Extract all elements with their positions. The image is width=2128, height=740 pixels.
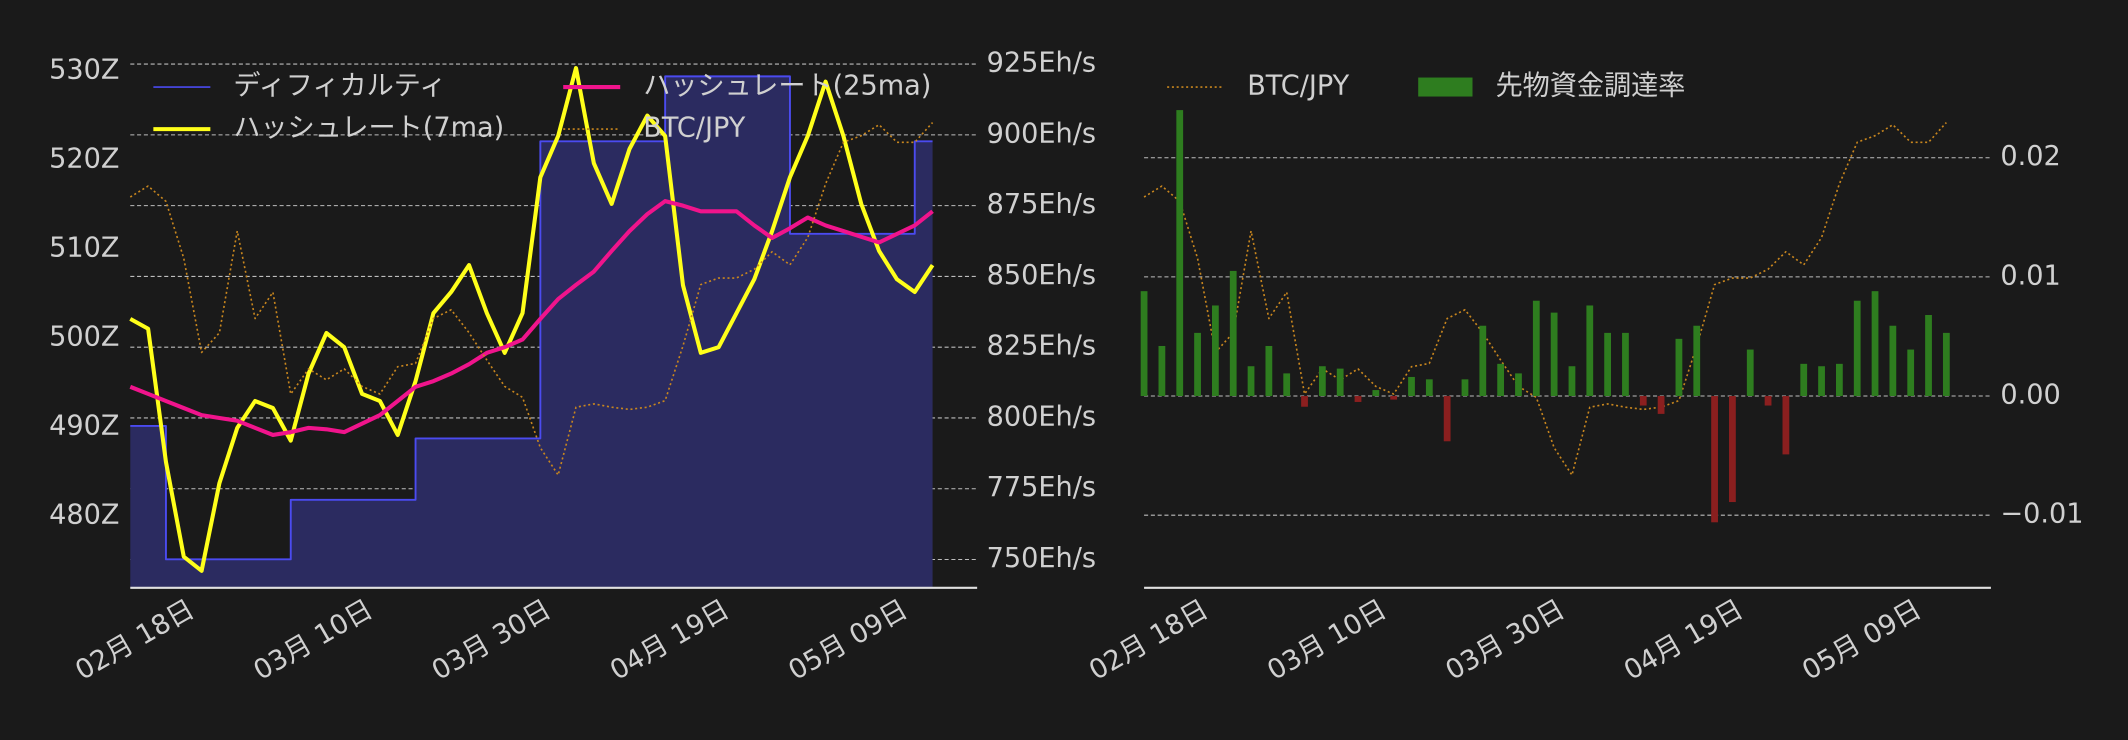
legend-label: 先物資金調達率: [1496, 71, 1686, 102]
legend-label: ハッシュレート(7ma): [233, 113, 504, 144]
y2-tick-label: 825Eh/s: [987, 331, 1096, 362]
y-tick-label: 530Z: [49, 55, 119, 86]
bar: [1425, 379, 1433, 397]
bar: [1729, 396, 1736, 503]
y-tick-label: 510Z: [49, 232, 119, 263]
bar: [1390, 396, 1398, 400]
bar: [1211, 305, 1219, 397]
bar: [1675, 338, 1683, 397]
bar: [1693, 325, 1701, 397]
bar: [1318, 366, 1326, 397]
bar: [1711, 396, 1718, 523]
y-tick-label: −0.01: [2000, 499, 2083, 530]
bar: [1853, 300, 1861, 397]
bar: [1479, 325, 1487, 397]
line: [129, 199, 934, 437]
bar: [1140, 291, 1148, 397]
y-tick-label: 0.00: [2000, 380, 2060, 411]
line: [129, 122, 934, 476]
bar: [1871, 291, 1879, 397]
bar: [1283, 373, 1291, 397]
bar: [1265, 345, 1273, 397]
plot-area: [129, 63, 978, 588]
bar: [1194, 332, 1201, 397]
bar: [1746, 349, 1754, 397]
y2-tick-label: 750Eh/s: [987, 543, 1096, 574]
y-tick-label: 0.02: [2000, 141, 2060, 172]
bar: [1889, 325, 1897, 397]
bar: [1532, 300, 1540, 397]
legend-label: ハッシュレート(25ma): [643, 71, 931, 102]
step-line: [130, 75, 933, 561]
bar: [1764, 396, 1772, 406]
bar: [1818, 366, 1825, 397]
bar: [1907, 349, 1915, 397]
y2-tick-label: 850Eh/s: [987, 260, 1096, 291]
line: [1143, 122, 1947, 476]
bar: [1176, 110, 1184, 397]
bar: [1586, 305, 1594, 397]
y2-tick-label: 800Eh/s: [987, 401, 1096, 432]
line: [129, 66, 935, 573]
bar: [1835, 363, 1843, 397]
y-tick-label: 490Z: [49, 410, 119, 441]
bar: [1461, 379, 1469, 397]
legend-label: BTC/JPY: [1247, 71, 1349, 102]
bar: [1408, 376, 1415, 397]
y-tick-label: 480Z: [49, 499, 119, 530]
bar: [1942, 332, 1950, 397]
y-tick-label: 0.01: [2000, 260, 2060, 291]
bar: [1247, 366, 1255, 397]
legend-swatch: [1418, 77, 1473, 97]
bar: [1604, 332, 1612, 397]
bar: [1158, 345, 1166, 397]
legend-label: ディフィカルティ: [233, 71, 446, 102]
y2-tick-label: 925Eh/s: [987, 48, 1096, 79]
bar: [1622, 332, 1629, 397]
bar: [1515, 373, 1522, 397]
bar: [1336, 368, 1344, 397]
area: [130, 76, 933, 588]
bar: [1354, 396, 1362, 402]
y-tick-label: 500Z: [49, 321, 119, 352]
bar: [1301, 396, 1308, 407]
bar: [1800, 363, 1808, 397]
bar: [1657, 396, 1665, 414]
plot-area: [1143, 122, 1991, 516]
y2-tick-label: 875Eh/s: [987, 189, 1096, 220]
bar: [1497, 363, 1505, 397]
bar: [1782, 396, 1790, 455]
bar: [1568, 366, 1576, 397]
bar: [1639, 396, 1647, 406]
y-tick-label: 520Z: [49, 143, 119, 174]
y2-tick-label: 775Eh/s: [987, 472, 1096, 503]
bar: [1925, 315, 1932, 397]
bar: [1372, 390, 1380, 397]
bar: [1550, 312, 1558, 397]
bar: [1443, 396, 1451, 442]
legend-label: BTC/JPY: [643, 113, 745, 144]
y2-tick-label: 900Eh/s: [987, 118, 1096, 149]
bar: [1229, 270, 1237, 397]
